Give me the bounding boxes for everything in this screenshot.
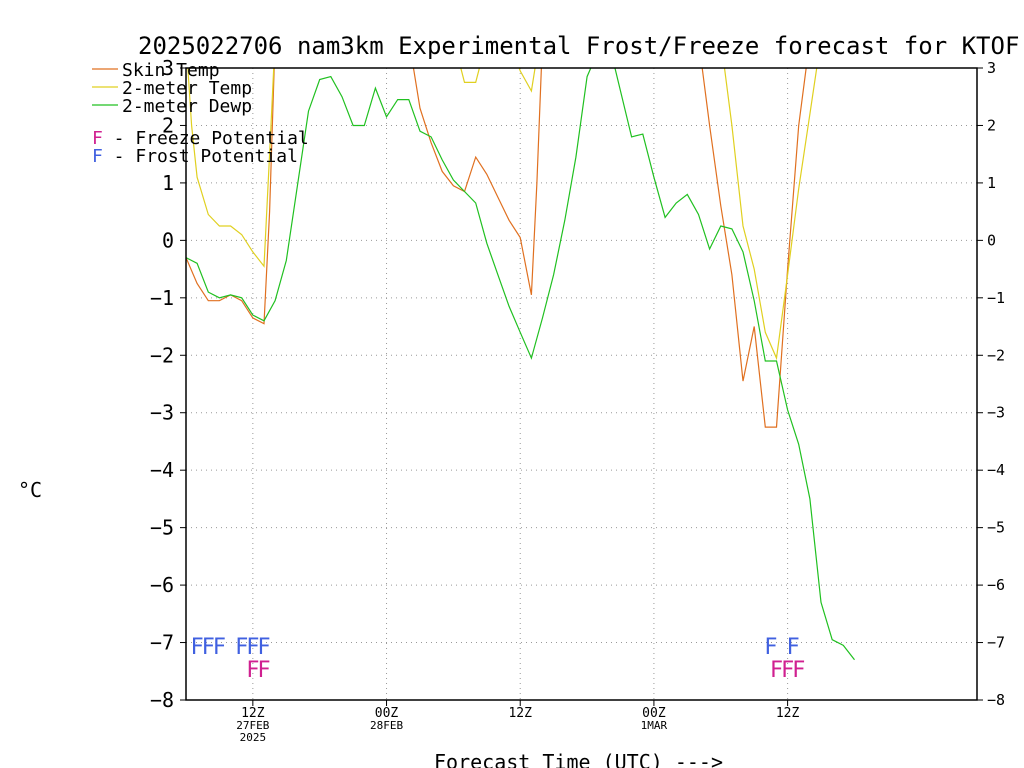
freeze-mark: F — [781, 658, 794, 683]
y-axis-left: −8 −7 −6 −5 −4 −3 −2 −1 0 1 2 3 — [150, 56, 186, 712]
y-tick-label: −6 — [150, 573, 174, 597]
x-tick-label: 12Z — [776, 706, 800, 721]
legend-potential: F - Frost Potential — [92, 146, 298, 167]
frost-mark: F — [213, 635, 226, 660]
potential-marks: FFF FFF F FFF FFF — [191, 635, 806, 683]
y-tick-label-right: −1 — [987, 289, 1005, 307]
y-tick-label: −3 — [150, 401, 174, 425]
frost-mark: F — [235, 635, 248, 660]
freeze-mark: F — [246, 658, 259, 683]
frost-mark: F — [202, 635, 215, 660]
x-tick-label: 28FEB — [370, 719, 403, 732]
y-tick-label: 1 — [162, 171, 174, 195]
y-tick-label: −2 — [150, 343, 174, 367]
legend-potential-text: - Freeze Potential — [103, 128, 309, 149]
y-tick-label-right: −6 — [987, 576, 1005, 594]
y-tick-label-right: −3 — [987, 404, 1005, 422]
freeze-mark: F — [257, 658, 270, 683]
legend-potential-letter: F — [92, 128, 103, 149]
freeze-mark: F — [770, 658, 783, 683]
frost-mark: F — [787, 635, 800, 660]
x-tick-label: 12Z — [241, 706, 265, 721]
legend-label: 2-meter Temp — [122, 78, 252, 99]
x-tick-label: 00Z — [642, 706, 666, 721]
legend-label: 2-meter Dewp — [122, 96, 252, 117]
series-layer — [186, 68, 855, 661]
series-line-2-meter-temp — [187, 68, 818, 361]
plot-frame — [185, 67, 978, 701]
y-tick-label-right: −4 — [987, 461, 1005, 479]
x-tick-label: 2025 — [240, 731, 267, 744]
x-axis-label: Forecast Time (UTC) ---> — [434, 750, 723, 768]
legend-potential-letter: F — [92, 146, 103, 167]
x-tick-label: 1MAR — [641, 719, 668, 732]
y-tick-label: −1 — [150, 286, 174, 310]
frost-mark: F — [257, 635, 270, 660]
frost-mark: F — [191, 635, 204, 660]
y-tick-label-right: −8 — [987, 691, 1005, 709]
y-tick-label-right: 0 — [987, 231, 996, 249]
x-tick-label: 27FEB — [236, 719, 269, 732]
y-tick-label: 2 — [162, 113, 174, 137]
x-tick-label: 12Z — [508, 706, 532, 721]
y-tick-label-right: 1 — [987, 174, 996, 192]
y-tick-label: −5 — [150, 516, 174, 540]
y-tick-label: 0 — [162, 228, 174, 252]
y-tick-label: −4 — [150, 458, 174, 482]
y-tick-label-right: −7 — [987, 634, 1005, 652]
y-tick-label-right: −2 — [987, 346, 1005, 364]
legend-potential: F - Freeze Potential — [92, 128, 309, 149]
freeze-mark: F — [792, 658, 805, 683]
y-tick-label-right: −5 — [987, 519, 1005, 537]
x-tick-label: 00Z — [375, 706, 399, 721]
y-tick-label: −8 — [150, 688, 174, 712]
y-tick-label-right: 3 — [987, 59, 996, 77]
y-tick-label: −7 — [150, 631, 174, 655]
legend-potential-text: - Frost Potential — [103, 146, 298, 167]
grid-lines — [186, 68, 977, 700]
legend-label: Skin Temp — [122, 60, 220, 81]
series-line-skin-temp — [186, 68, 807, 428]
frost-mark: F — [246, 635, 259, 660]
y-tick-label-right: 2 — [987, 116, 996, 134]
chart-title: 2025022706 nam3km Experimental Frost/Fre… — [138, 32, 1019, 60]
frost-mark: F — [764, 635, 777, 660]
y-tick-label: 3 — [162, 56, 174, 80]
y-axis-right: −8 −7 −6 −5 −4 −3 −2 −1 0 1 2 3 — [977, 59, 1005, 709]
y-axis-label: °C — [18, 478, 42, 502]
series-line-2-meter-dewp — [186, 68, 855, 661]
